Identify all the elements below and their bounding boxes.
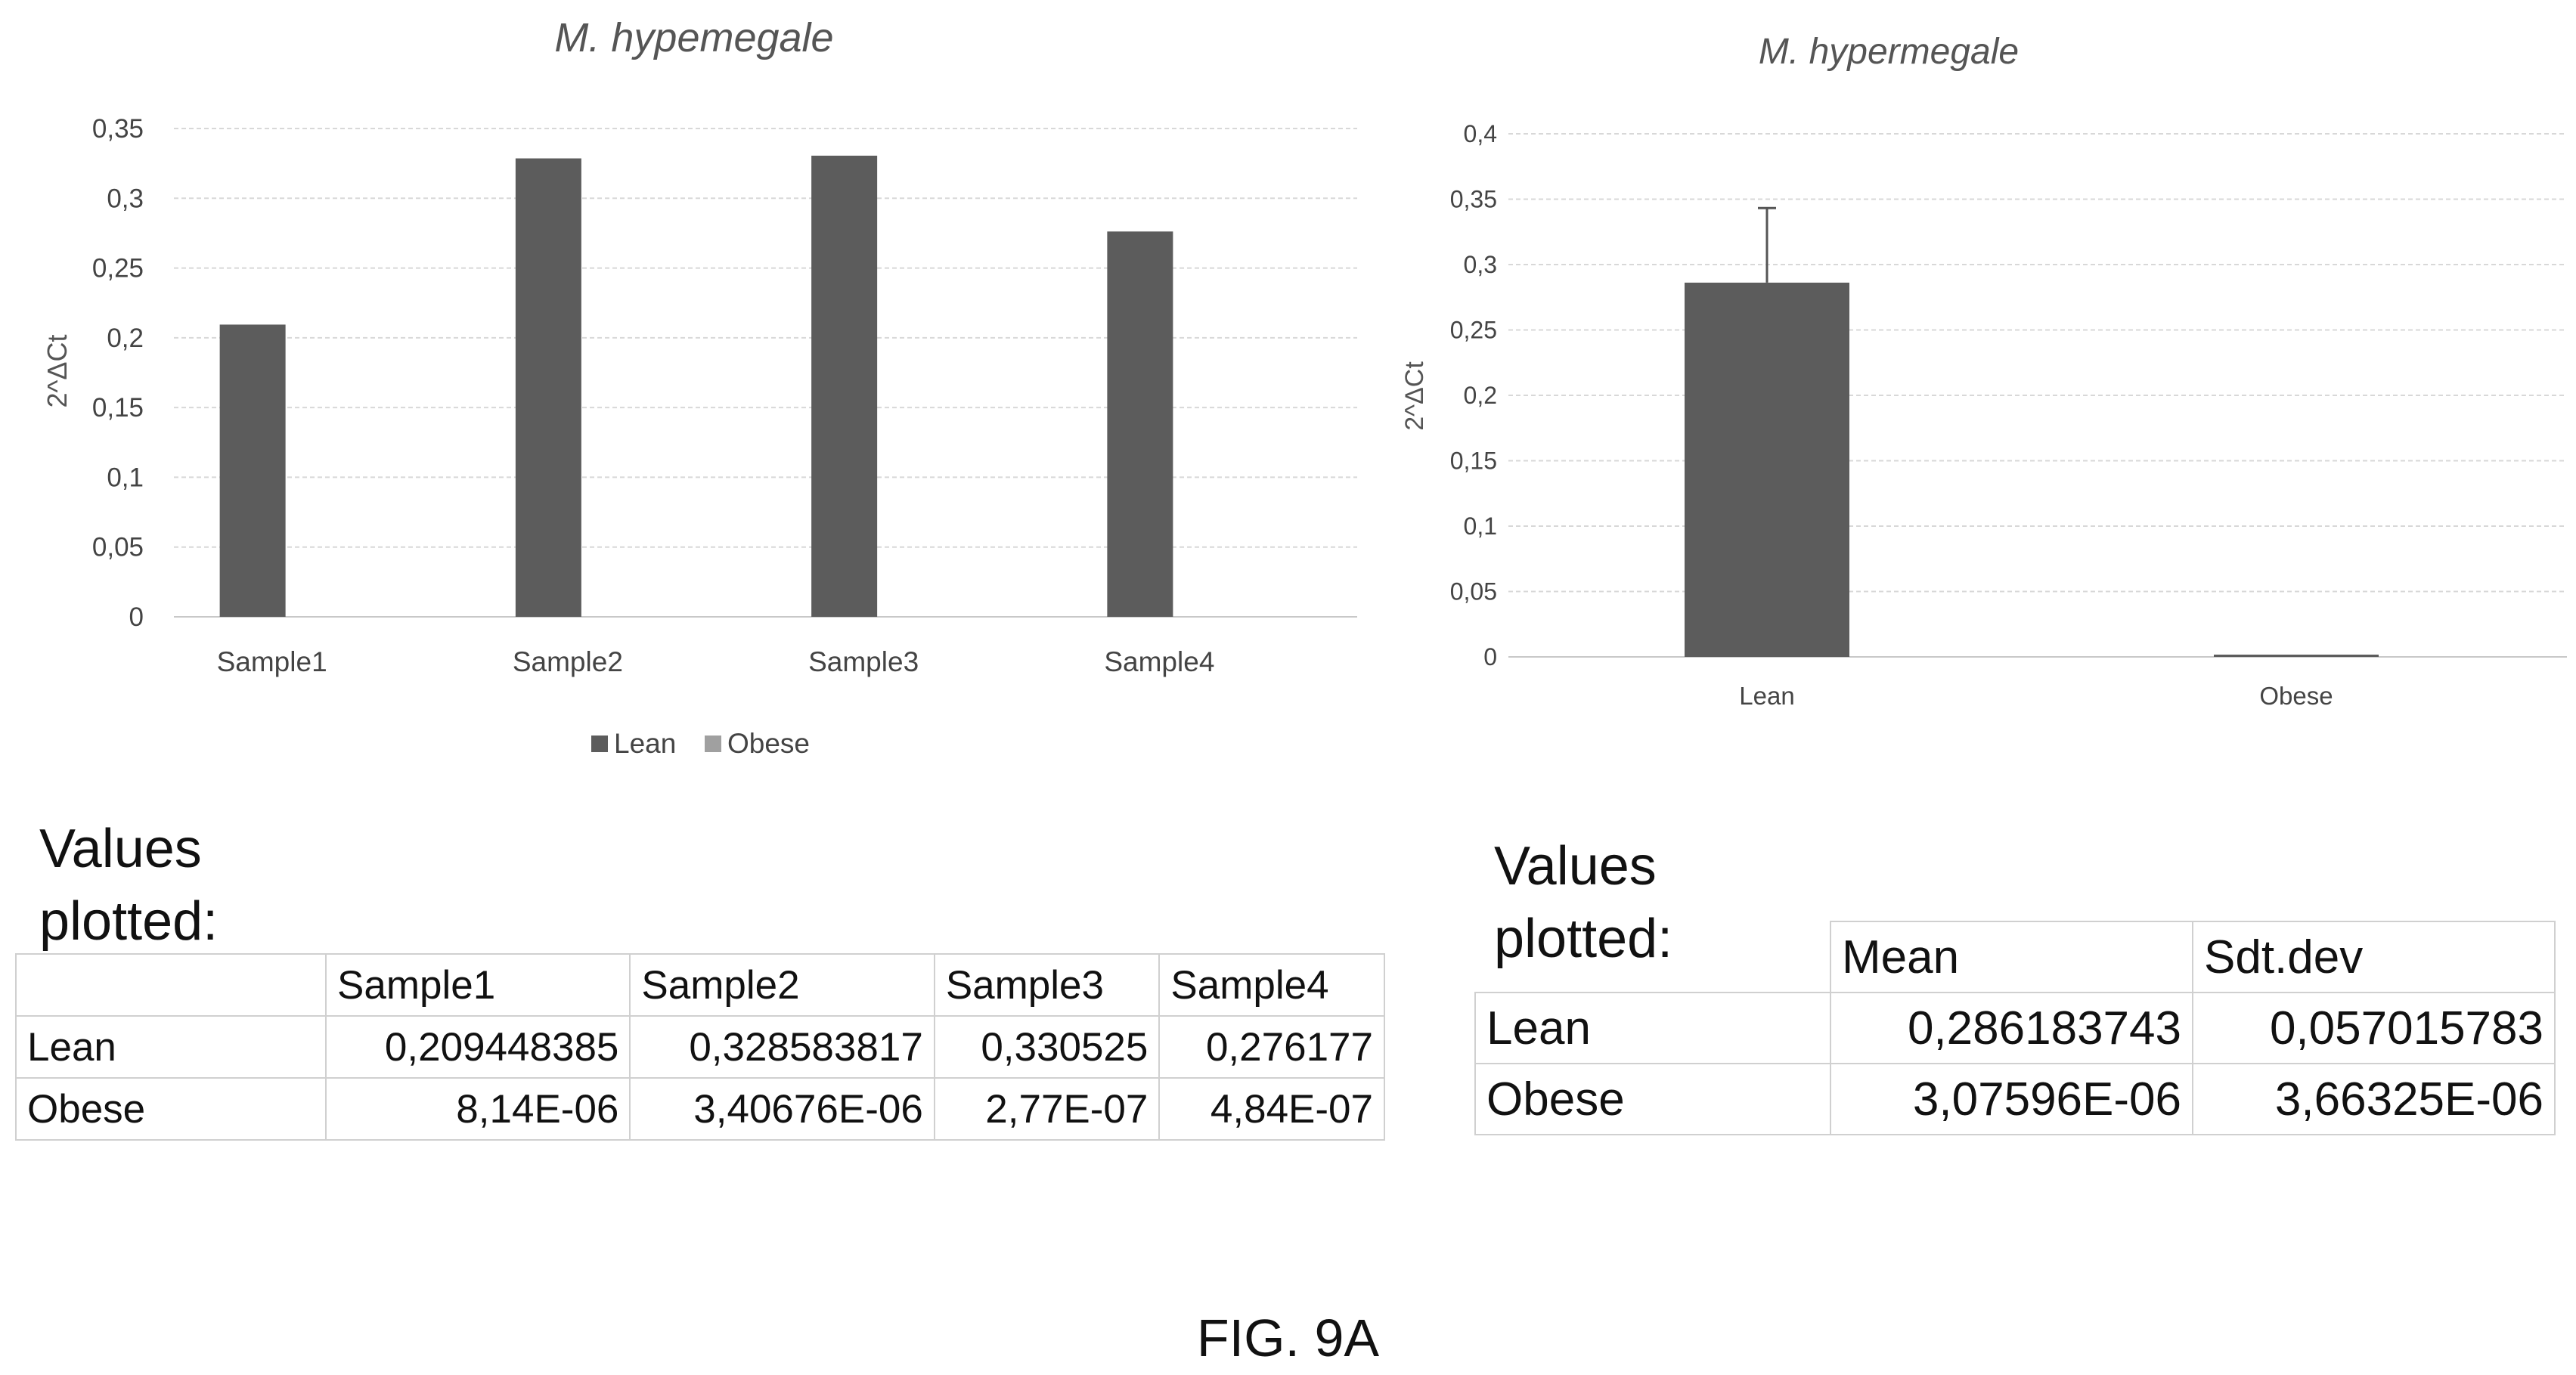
- legend-swatch-lean: [591, 736, 608, 752]
- y-tick-label: 0,35: [92, 114, 144, 144]
- right-chart-ylabel: 2^ΔCt: [1400, 361, 1429, 431]
- table-row: Lean 0,286183743 0,057015783: [1474, 992, 2556, 1064]
- bar-lean: [811, 155, 878, 617]
- x-tick-label: Sample4: [1104, 646, 1214, 677]
- y-tick-label: 0,15: [92, 393, 144, 423]
- values-label-line2: plotted:: [39, 891, 219, 952]
- table-row: Lean 0,209448385 0,328583817 0,330525 0,…: [15, 1015, 1385, 1079]
- y-tick-label: 0,05: [92, 533, 144, 562]
- right-chart-title: M. hypermegale: [1759, 32, 2019, 72]
- y-tick-label: 0,15: [1450, 447, 1497, 475]
- bar: [2214, 655, 2379, 657]
- y-tick-label: 0: [1483, 643, 1497, 670]
- table-header-cell: Sample2: [629, 953, 935, 1017]
- y-tick-label: 0,3: [1464, 251, 1497, 278]
- y-tick-label: 0,1: [1464, 513, 1497, 540]
- y-tick-label: 0,1: [107, 463, 144, 492]
- values-table-left: Sample1 Sample2 Sample3 Sample4 Lean 0,2…: [15, 953, 1385, 1141]
- table-cell: 4,84E-07: [1158, 1077, 1385, 1141]
- x-tick-label: Sample1: [217, 646, 327, 677]
- table-row: Obese 8,14E-06 3,40676E-06 2,77E-07 4,84…: [15, 1077, 1385, 1141]
- legend-label: Lean: [614, 728, 676, 759]
- table-cell: 0,276177: [1158, 1015, 1385, 1079]
- table-row-label: Lean: [1474, 992, 1831, 1064]
- table-cell: 0,328583817: [629, 1015, 935, 1079]
- y-tick-label: 0,05: [1450, 578, 1497, 605]
- table-header-cell: Sample4: [1158, 953, 1385, 1017]
- table-cell: 8,14E-06: [324, 1077, 631, 1141]
- table-cell: [15, 953, 327, 1017]
- table-cell: 0,330525: [933, 1015, 1161, 1079]
- bar-lean: [219, 324, 286, 617]
- table-cell: 0,286183743: [1830, 992, 2193, 1064]
- left-chart-ylabel: 2^ΔCt: [42, 335, 73, 408]
- y-tick-label: 0,35: [1450, 186, 1497, 213]
- values-table-right: Mean Sdt.dev Lean 0,286183743 0,05701578…: [1474, 921, 2556, 1135]
- figure-label: FIG. 9A: [1196, 1308, 1380, 1367]
- table-row-label: Lean: [15, 1015, 327, 1079]
- table-cell: 0,057015783: [2192, 992, 2556, 1064]
- table-cell: 3,66325E-06: [2192, 1063, 2556, 1135]
- table-row-label: Obese: [15, 1077, 327, 1141]
- left-bar-chart: M. hypemegale 2^ΔCt 0 0,05 0,1 0,15 0,2 0,25 0…: [42, 15, 1357, 759]
- table-cell: 2,77E-07: [933, 1077, 1161, 1141]
- y-tick-label: 0,2: [1464, 382, 1497, 409]
- table-row-label: Obese: [1474, 1063, 1831, 1135]
- values-label-line1: Values: [1494, 836, 1657, 897]
- y-tick-label: 0,25: [92, 254, 144, 283]
- values-label-line1: Values: [39, 819, 202, 879]
- x-tick-label: Lean: [1739, 682, 1794, 710]
- bar-lean: [1107, 231, 1173, 617]
- table-cell: 3,40676E-06: [629, 1077, 935, 1141]
- legend-swatch-obese: [705, 736, 721, 752]
- table-header-row: Mean Sdt.dev: [1475, 921, 2556, 993]
- table-cell: [1475, 921, 1831, 993]
- table-header-row: Sample1 Sample2 Sample3 Sample4: [15, 953, 1385, 1017]
- x-tick-label: Sample3: [808, 646, 919, 677]
- y-tick-label: 0,4: [1464, 120, 1497, 147]
- table-row: Obese 3,07596E-06 3,66325E-06: [1474, 1063, 2556, 1135]
- x-tick-label: Sample2: [513, 646, 623, 677]
- legend-label: Obese: [727, 728, 810, 759]
- values-plotted-label-left: Values plotted:: [39, 813, 218, 958]
- table-header-cell: Sdt.dev: [2192, 921, 2556, 993]
- table-header-cell: Mean: [1830, 921, 2193, 993]
- left-chart-title: M. hypemegale: [554, 15, 833, 60]
- y-tick-label: 0,3: [107, 184, 144, 213]
- table-header-cell: Sample1: [324, 953, 631, 1017]
- bar-lean: [515, 158, 581, 618]
- bar: [1685, 282, 1849, 657]
- y-tick-label: 0: [129, 602, 144, 632]
- table-cell: 3,07596E-06: [1830, 1063, 2193, 1135]
- table-cell: 0,209448385: [324, 1015, 631, 1079]
- right-bar-chart: M. hypermegale 2^ΔCt 0 0,05 0,1 0,15 0,2 0,25…: [1400, 32, 2567, 710]
- table-header-cell: Sample3: [933, 953, 1161, 1017]
- y-tick-label: 0,25: [1450, 317, 1497, 344]
- y-tick-label: 0,2: [107, 324, 144, 353]
- x-tick-label: Obese: [2259, 682, 2333, 710]
